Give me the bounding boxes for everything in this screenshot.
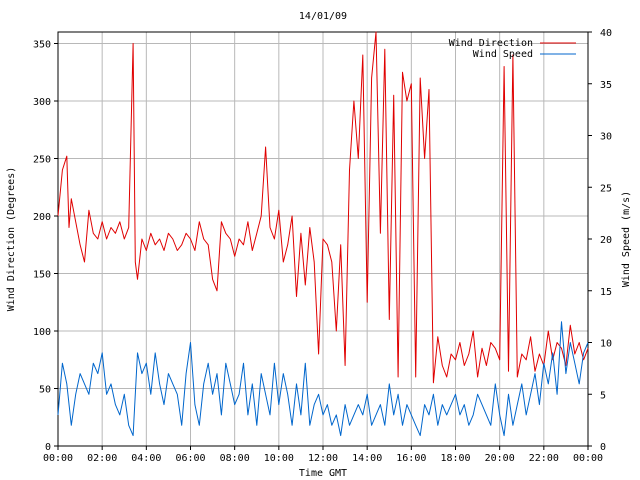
- y-tick-label: 150: [33, 270, 51, 281]
- x-axis-title: Time GMT: [299, 468, 347, 479]
- y2-tick-label: 0: [600, 442, 606, 453]
- y-tick-label: 300: [33, 97, 51, 108]
- legend-label-wind-speed: Wind Speed: [473, 49, 533, 60]
- x-tick-label: 18:00: [440, 453, 470, 464]
- y2-tick-label: 20: [600, 235, 612, 246]
- x-tick-label: 06:00: [175, 453, 205, 464]
- series-line-wind-speed: [57, 321, 589, 437]
- x-tick-label: 10:00: [264, 453, 294, 464]
- x-tick-label: 00:00: [573, 453, 603, 464]
- x-tick-label: 16:00: [396, 453, 426, 464]
- y2-tick-label: 15: [600, 287, 612, 298]
- y-tick-label: 50: [39, 385, 51, 396]
- legend-label-wind-direction: Wind Direction: [449, 38, 533, 49]
- y-axis-title: Wind Direction (Degrees): [6, 167, 17, 312]
- y2-tick-label: 35: [600, 80, 612, 91]
- series-line-wind-direction: [57, 31, 589, 384]
- y2-tick-label: 10: [600, 339, 612, 350]
- y-tick-label: 100: [33, 327, 51, 338]
- y-tick-label: 200: [33, 212, 51, 223]
- chart-title: 14/01/09: [299, 11, 347, 22]
- x-tick-label: 04:00: [131, 453, 161, 464]
- axis-layer: 00:00 02:00 04:00 06:00 08:00 10:00 12:00 14:00…: [33, 28, 612, 464]
- x-tick-label: 02:00: [87, 453, 117, 464]
- x-tick-label: 12:00: [308, 453, 338, 464]
- legend: Wind Direction Wind Speed: [449, 38, 576, 60]
- y-tick-label: 350: [33, 40, 51, 51]
- x-tick-label: 20:00: [485, 453, 515, 464]
- x-tick-label: 22:00: [529, 453, 559, 464]
- y2-tick-label: 30: [600, 132, 612, 143]
- x-tick-label: 08:00: [220, 453, 250, 464]
- y-tick-label: 0: [45, 442, 51, 453]
- y-tick-label: 250: [33, 155, 51, 166]
- y2-tick-label: 5: [600, 390, 606, 401]
- series-layer: [57, 31, 589, 437]
- y2-tick-label: 25: [600, 183, 612, 194]
- x-tick-label: 14:00: [352, 453, 382, 464]
- y2-tick-label: 40: [600, 28, 612, 39]
- x-tick-label: 00:00: [43, 453, 73, 464]
- y2-axis-title: Wind Speed (m/s): [621, 191, 632, 287]
